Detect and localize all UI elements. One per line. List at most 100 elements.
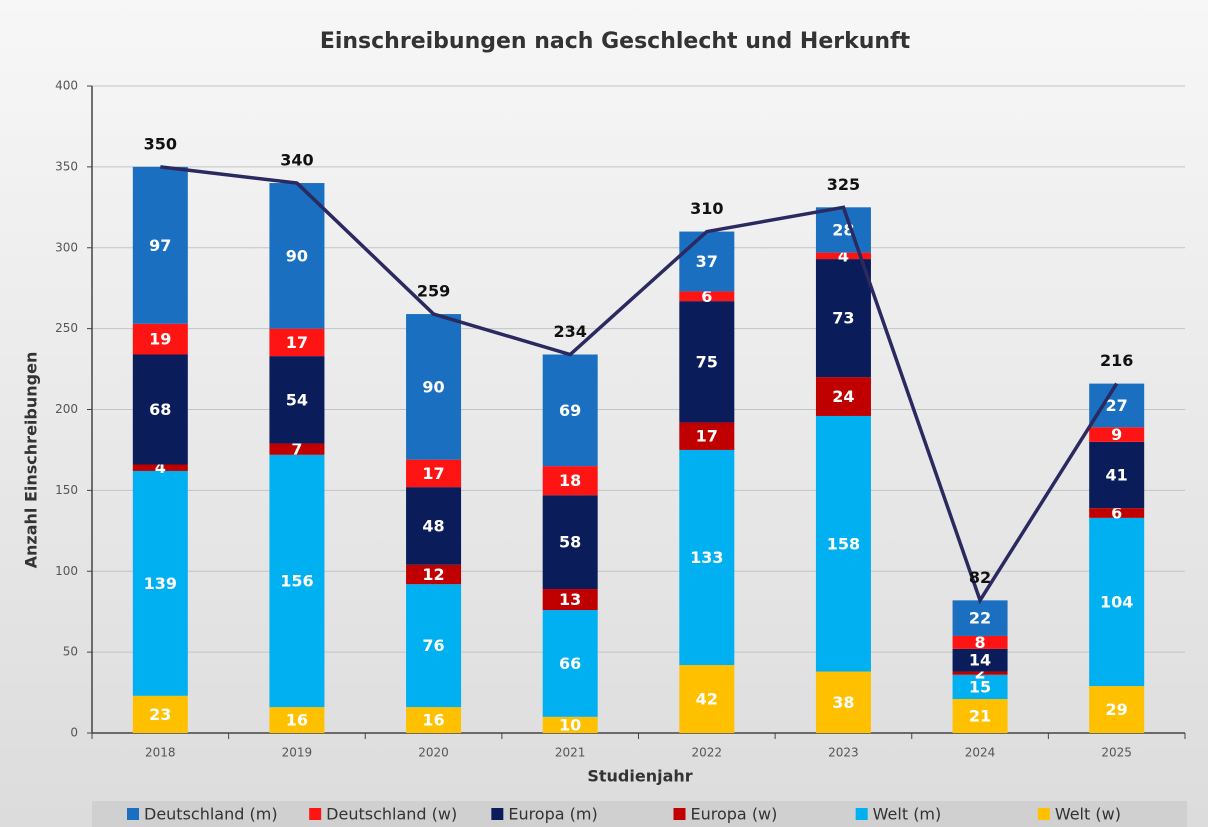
bar-segment	[406, 487, 462, 565]
chart-title: Einschreibungen nach Geschlecht und Herk…	[320, 29, 911, 54]
bar-segment	[1089, 427, 1145, 442]
data-label: 14	[969, 651, 991, 670]
bar-segment	[1089, 517, 1145, 687]
data-label: 27	[1106, 396, 1128, 415]
data-label: 158	[827, 534, 860, 553]
bar-segment	[815, 252, 871, 260]
bar-segment	[406, 564, 462, 585]
bar-segment	[815, 207, 871, 253]
x-tick-label: 2020	[418, 746, 449, 760]
bar-segment	[952, 635, 1008, 649]
data-label: 29	[1106, 700, 1128, 719]
data-label: 76	[422, 636, 444, 655]
y-axis-label: Anzahl Einschreibungen	[22, 352, 41, 569]
bar-segment	[132, 323, 188, 355]
total-label: 310	[690, 199, 723, 218]
bar-segment	[542, 354, 598, 467]
data-label: 75	[696, 352, 718, 371]
data-label: 15	[969, 677, 991, 696]
legend-label: Welt (w)	[1055, 805, 1121, 824]
legend-swatch	[673, 808, 686, 820]
bar-segment	[132, 166, 188, 324]
data-label: 16	[422, 711, 444, 730]
x-tick-label: 2024	[965, 746, 996, 760]
legend-swatch	[309, 808, 322, 820]
data-label: 19	[149, 330, 171, 349]
bar-segment	[679, 301, 735, 423]
legend-swatch	[127, 808, 139, 820]
data-label: 22	[969, 609, 991, 628]
bar-segment	[952, 671, 1008, 675]
bar-segment	[132, 464, 188, 471]
total-label: 234	[553, 322, 586, 341]
x-tick-label: 2019	[282, 746, 313, 760]
data-label: 139	[144, 574, 177, 593]
data-label: 2	[974, 664, 985, 683]
bar-segment	[679, 231, 735, 292]
data-label: 17	[696, 427, 718, 446]
y-tick-label: 300	[55, 240, 78, 254]
bar-segment	[406, 584, 462, 708]
bar-segment	[132, 354, 188, 465]
data-label: 12	[422, 565, 444, 584]
data-label: 4	[838, 246, 849, 265]
data-label: 13	[559, 590, 581, 609]
bar-segment	[542, 466, 598, 496]
data-label: 23	[149, 705, 171, 724]
data-label: 48	[422, 516, 444, 535]
data-label: 90	[422, 377, 444, 396]
legend-label: Deutschland (m)	[144, 805, 278, 824]
y-tick-label: 200	[55, 402, 78, 416]
data-label: 6	[1111, 504, 1122, 523]
total-line	[160, 165, 1119, 605]
legend-label: Deutschland (w)	[326, 805, 457, 824]
data-label: 58	[559, 533, 581, 552]
data-label: 69	[559, 401, 581, 420]
legend-swatch	[491, 808, 504, 820]
data-label: 42	[696, 690, 718, 709]
data-label: 66	[559, 654, 581, 673]
bar-segment	[269, 443, 325, 455]
bar-segment	[952, 674, 1008, 700]
legend-label: Welt (m)	[873, 805, 942, 824]
data-label: 17	[422, 464, 444, 483]
data-label: 73	[832, 309, 854, 328]
total-label: 82	[969, 568, 991, 587]
bar-segment	[269, 183, 325, 329]
legend-label: Europa (w)	[691, 805, 778, 824]
bar-segment	[542, 495, 598, 590]
y-tick-label: 100	[55, 564, 78, 578]
x-tick-label: 2021	[555, 746, 586, 760]
bar-segment	[1089, 441, 1145, 509]
y-tick-label: 50	[63, 645, 78, 659]
y-tick-label: 150	[55, 483, 78, 497]
legend-swatch	[1037, 808, 1050, 820]
bar-segment	[952, 699, 1008, 733]
data-label: 10	[559, 715, 581, 734]
bar-segment	[679, 422, 735, 450]
data-label: 104	[1100, 592, 1133, 611]
bar-segment	[406, 314, 462, 460]
data-label: 68	[149, 400, 171, 419]
y-tick-label: 350	[55, 159, 78, 173]
total-label: 259	[417, 282, 450, 301]
x-tick-label: 2018	[145, 746, 176, 760]
bar-segment	[269, 356, 325, 444]
y-tick-label: 250	[55, 321, 78, 335]
data-label: 24	[832, 387, 854, 406]
data-label: 41	[1106, 466, 1128, 485]
bar-segment	[815, 671, 871, 733]
data-label: 156	[280, 571, 313, 590]
bar-segment	[952, 648, 1008, 672]
bar-segment	[815, 377, 871, 416]
bar-segment	[679, 449, 735, 666]
data-label: 18	[559, 471, 581, 490]
total-label: 325	[827, 175, 860, 194]
legend-swatch	[855, 808, 868, 820]
data-label: 38	[832, 693, 854, 712]
data-label: 4	[155, 458, 166, 477]
bar-segment	[1089, 686, 1145, 733]
data-label: 21	[969, 707, 991, 726]
bar-segment	[679, 665, 735, 733]
legend-label: Europa (m)	[508, 805, 597, 824]
